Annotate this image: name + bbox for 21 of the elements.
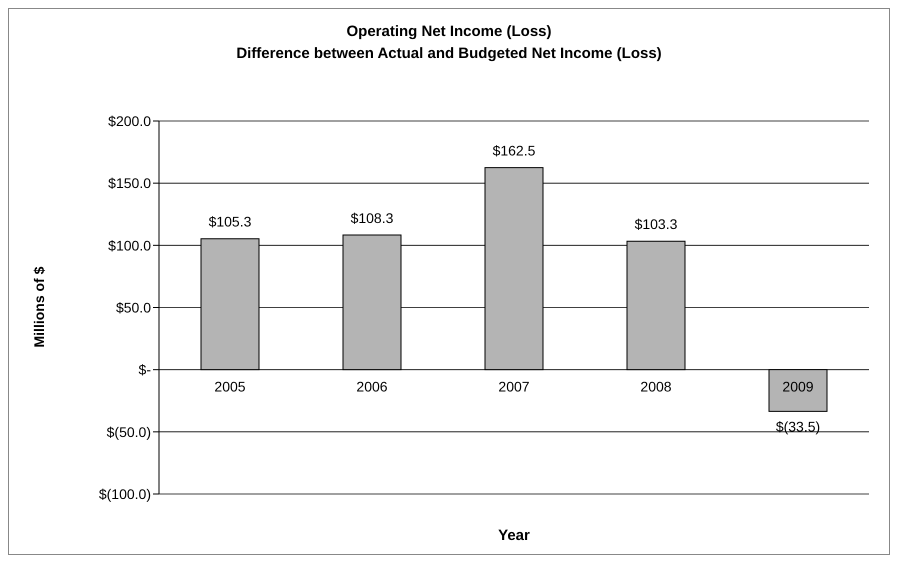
data-label: $162.5 (492, 142, 536, 159)
y-tick-label: $150.0 (108, 175, 152, 192)
y-tick-label: $(100.0) (98, 486, 151, 502)
y-axis-title: Millions of $ (30, 266, 47, 348)
y-tick-label: $200.0 (108, 112, 152, 129)
y-tick-label: $50.0 (116, 299, 152, 316)
y-tick-label: $(50.0) (106, 424, 151, 440)
y-tick-label: $- (138, 362, 152, 378)
y-tick-label: $100.0 (108, 237, 152, 254)
x-tick-label: 2005 (214, 378, 246, 395)
x-tick-label: 2007 (498, 378, 530, 395)
chart-subtitle: Difference between Actual and Budgeted Net Income (Loss) (235, 44, 663, 64)
x-tick-label: 2009 (782, 378, 814, 395)
data-label: $(33.5) (776, 418, 820, 434)
x-axis-title: Year (498, 527, 530, 544)
data-label: $105.3 (208, 214, 252, 230)
data-label: $108.3 (350, 210, 394, 226)
chart-title: Operating Net Income (Loss) (345, 22, 553, 42)
data-label: $103.3 (634, 216, 678, 232)
x-tick-label: 2006 (356, 378, 388, 395)
x-tick-label: 2008 (640, 378, 672, 395)
